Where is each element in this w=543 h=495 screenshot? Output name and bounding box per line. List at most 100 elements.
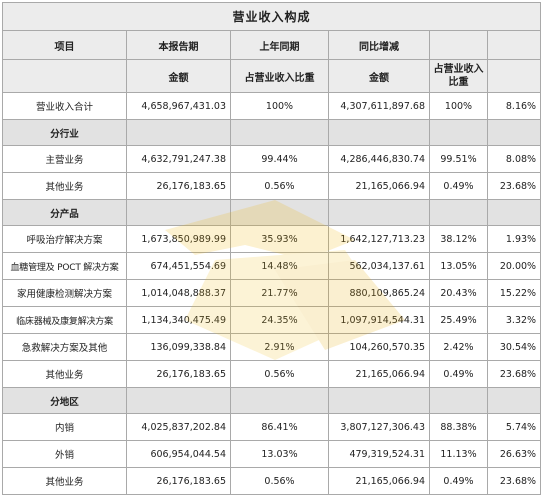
prior-share: 38.12% xyxy=(429,225,488,253)
row-label: 家用健康检测解决方案 xyxy=(2,279,127,307)
current-amount: 4,025,837,202.84 xyxy=(126,413,231,441)
prior-amount: 479,319,524.31 xyxy=(328,440,430,468)
prior-share: 88.38% xyxy=(429,413,488,441)
header-row-1: 项目 本报告期 上年同期 同比增减 xyxy=(2,30,542,60)
header-item: 项目 xyxy=(2,30,127,60)
current-amount: 4,658,967,431.03 xyxy=(126,92,231,120)
row-label: 急救解决方案及其他 xyxy=(2,333,127,361)
header-blank xyxy=(429,30,488,60)
current-share: 14.48% xyxy=(230,252,329,280)
current-share: 0.56% xyxy=(230,360,329,388)
yoy-change: 23.68% xyxy=(486,172,542,200)
prior-share: 25.49% xyxy=(429,306,488,334)
prior-share: 20.43% xyxy=(429,279,488,307)
prior-amount: 880,109,865.24 xyxy=(328,279,430,307)
section-row-region: 分地区 xyxy=(2,387,542,414)
current-amount: 136,099,338.84 xyxy=(126,333,231,361)
table-row-respiratory: 呼吸治疗解决方案 1,673,850,989.99 35.93% 1,642,1… xyxy=(2,225,542,253)
row-label: 外销 xyxy=(2,440,127,468)
prior-amount: 21,165,066.94 xyxy=(328,172,430,200)
prior-amount: 21,165,066.94 xyxy=(328,360,430,388)
prior-share: 99.51% xyxy=(429,145,488,173)
header-blank xyxy=(486,30,542,60)
prior-amount: 1,642,127,713.23 xyxy=(328,225,430,253)
prior-amount: 4,286,446,830.74 xyxy=(328,145,430,173)
row-label: 呼吸治疗解决方案 xyxy=(2,225,127,253)
section-blank xyxy=(126,199,231,226)
header-current-amount: 金额 xyxy=(126,59,231,93)
current-share: 13.03% xyxy=(230,440,329,468)
yoy-change: 30.54% xyxy=(486,333,542,361)
row-label: 临床器械及康复解决方案 xyxy=(2,306,127,334)
section-label: 分行业 xyxy=(2,119,127,146)
row-label: 主营业务 xyxy=(2,145,127,173)
table-row-home-health: 家用健康检测解决方案 1,014,048,888.37 21.77% 880,1… xyxy=(2,279,542,307)
prior-amount: 21,165,066.94 xyxy=(328,467,430,495)
current-amount: 1,673,850,989.99 xyxy=(126,225,231,253)
section-blank xyxy=(429,199,488,226)
prior-amount: 562,034,137.61 xyxy=(328,252,430,280)
prior-amount: 4,307,611,897.68 xyxy=(328,92,430,120)
table-row-other-product: 其他业务 26,176,183.65 0.56% 21,165,066.94 0… xyxy=(2,360,542,388)
header-current-period: 本报告期 xyxy=(126,30,231,60)
table-row-clinical: 临床器械及康复解决方案 1,134,340,475.49 24.35% 1,09… xyxy=(2,306,542,334)
yoy-change: 8.08% xyxy=(486,145,542,173)
prior-share: 0.49% xyxy=(429,360,488,388)
prior-amount: 1,097,914,544.31 xyxy=(328,306,430,334)
prior-share: 0.49% xyxy=(429,467,488,495)
yoy-change: 23.68% xyxy=(486,467,542,495)
header-yoy-change: 同比增减 xyxy=(328,30,430,60)
current-share: 100% xyxy=(230,92,329,120)
table-row-domestic: 内销 4,025,837,202.84 86.41% 3,807,127,306… xyxy=(2,413,542,441)
prior-share: 13.05% xyxy=(429,252,488,280)
section-blank xyxy=(429,119,488,146)
table-row-export: 外销 606,954,044.54 13.03% 479,319,524.31 … xyxy=(2,440,542,468)
section-label: 分地区 xyxy=(2,387,127,414)
current-share: 0.56% xyxy=(230,172,329,200)
current-share: 0.56% xyxy=(230,467,329,495)
prior-share: 0.49% xyxy=(429,172,488,200)
table-row-other-business: 其他业务 26,176,183.65 0.56% 21,165,066.94 0… xyxy=(2,172,542,200)
current-amount: 26,176,183.65 xyxy=(126,172,231,200)
prior-share: 2.42% xyxy=(429,333,488,361)
prior-amount: 104,260,570.35 xyxy=(328,333,430,361)
yoy-change: 8.16% xyxy=(486,92,542,120)
current-amount: 26,176,183.65 xyxy=(126,467,231,495)
current-share: 24.35% xyxy=(230,306,329,334)
header-prior-period: 上年同期 xyxy=(230,30,329,60)
prior-share: 100% xyxy=(429,92,488,120)
section-row-industry: 分行业 xyxy=(2,119,542,146)
section-blank xyxy=(328,199,430,226)
current-share: 35.93% xyxy=(230,225,329,253)
current-amount: 4,632,791,247.38 xyxy=(126,145,231,173)
current-amount: 1,134,340,475.49 xyxy=(126,306,231,334)
current-share: 2.91% xyxy=(230,333,329,361)
header-prior-amount: 金额 xyxy=(328,59,430,93)
current-amount: 1,014,048,888.37 xyxy=(126,279,231,307)
current-share: 86.41% xyxy=(230,413,329,441)
header-current-share: 占营业收入比重 xyxy=(230,59,329,93)
table-title: 营业收入构成 xyxy=(1,2,542,31)
section-blank xyxy=(230,119,329,146)
section-label: 分产品 xyxy=(2,199,127,226)
yoy-change: 1.93% xyxy=(486,225,542,253)
section-blank xyxy=(126,119,231,146)
section-blank xyxy=(486,119,542,146)
section-blank xyxy=(486,387,542,414)
header-row-2: 金额 占营业收入比重 金额 占营业收入比重 xyxy=(2,59,542,93)
row-label: 其他业务 xyxy=(2,360,127,388)
table-row-other-region: 其他业务 26,176,183.65 0.56% 21,165,066.94 0… xyxy=(2,467,542,495)
row-label: 营业收入合计 xyxy=(2,92,127,120)
yoy-change: 5.74% xyxy=(486,413,542,441)
prior-share: 11.13% xyxy=(429,440,488,468)
row-label: 内销 xyxy=(2,413,127,441)
yoy-change: 26.63% xyxy=(486,440,542,468)
header-blank xyxy=(2,59,127,93)
section-blank xyxy=(486,199,542,226)
table-row-emergency: 急救解决方案及其他 136,099,338.84 2.91% 104,260,5… xyxy=(2,333,542,361)
yoy-change: 15.22% xyxy=(486,279,542,307)
section-blank xyxy=(230,199,329,226)
yoy-change: 20.00% xyxy=(486,252,542,280)
row-label: 其他业务 xyxy=(2,467,127,495)
